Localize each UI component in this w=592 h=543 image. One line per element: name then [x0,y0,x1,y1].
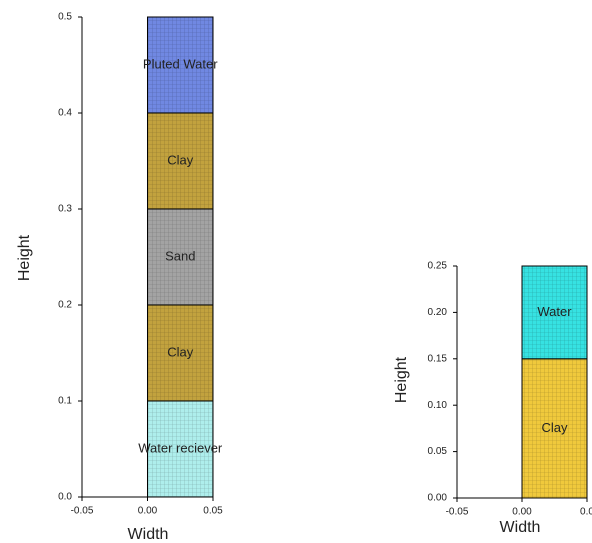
y-tick-label: 0.15 [428,353,448,364]
x-tick-label: 0.00 [138,506,158,517]
x-tick-label: 0.05 [203,506,223,517]
x-tick-label: 0.00 [512,507,532,518]
layer-mesh [147,209,213,305]
y-tick-label: 0.10 [428,400,448,411]
y-tick-label: 0.05 [428,446,448,457]
layer-mesh [522,358,587,498]
y-tick-label: 0.0 [58,492,72,503]
layer-mesh [147,113,213,209]
y-axis-title: Height [393,356,410,403]
y-tick-label: 0.3 [58,204,72,215]
y-tick-label: 0.25 [428,261,448,272]
layer-label: Water reciever [138,440,223,455]
layer-mesh [147,305,213,401]
layer-label: Pluted Water [143,56,218,71]
layer-mesh [522,266,587,359]
y-tick-label: 0.4 [58,108,72,119]
y-tick-label: 0.1 [58,396,72,407]
chart: 0.0 0.1 0.2 0.3 0.4 0.5 -0.05 0.00 0.05 Height Wid… [16,12,223,543]
x-tick-label: -0.05 [71,506,94,517]
layer-label: Clay [167,152,194,167]
layer-label: Water [537,304,572,319]
y-tick-label: 0.20 [428,307,448,318]
x-tick-label: -0.05 [446,507,469,518]
layer-label: Sand [165,248,195,263]
layer-label: Clay [541,420,568,435]
layer-label: Clay [167,344,194,359]
x-axis-title: Width [128,526,169,543]
y-tick-label: 0.2 [58,300,72,311]
y-tick-label: 0.00 [428,493,448,504]
x-tick-label: 0.0 [580,507,592,518]
chart: 0.00 0.05 0.10 0.15 0.20 0.25 -0.05 0.00 0.0 Heig… [393,261,592,537]
x-axis-title: Width [500,519,541,536]
layer-mesh [147,401,213,497]
layer-mesh [147,17,213,113]
y-axis-title: Height [16,234,33,281]
y-tick-label: 0.5 [58,12,72,23]
